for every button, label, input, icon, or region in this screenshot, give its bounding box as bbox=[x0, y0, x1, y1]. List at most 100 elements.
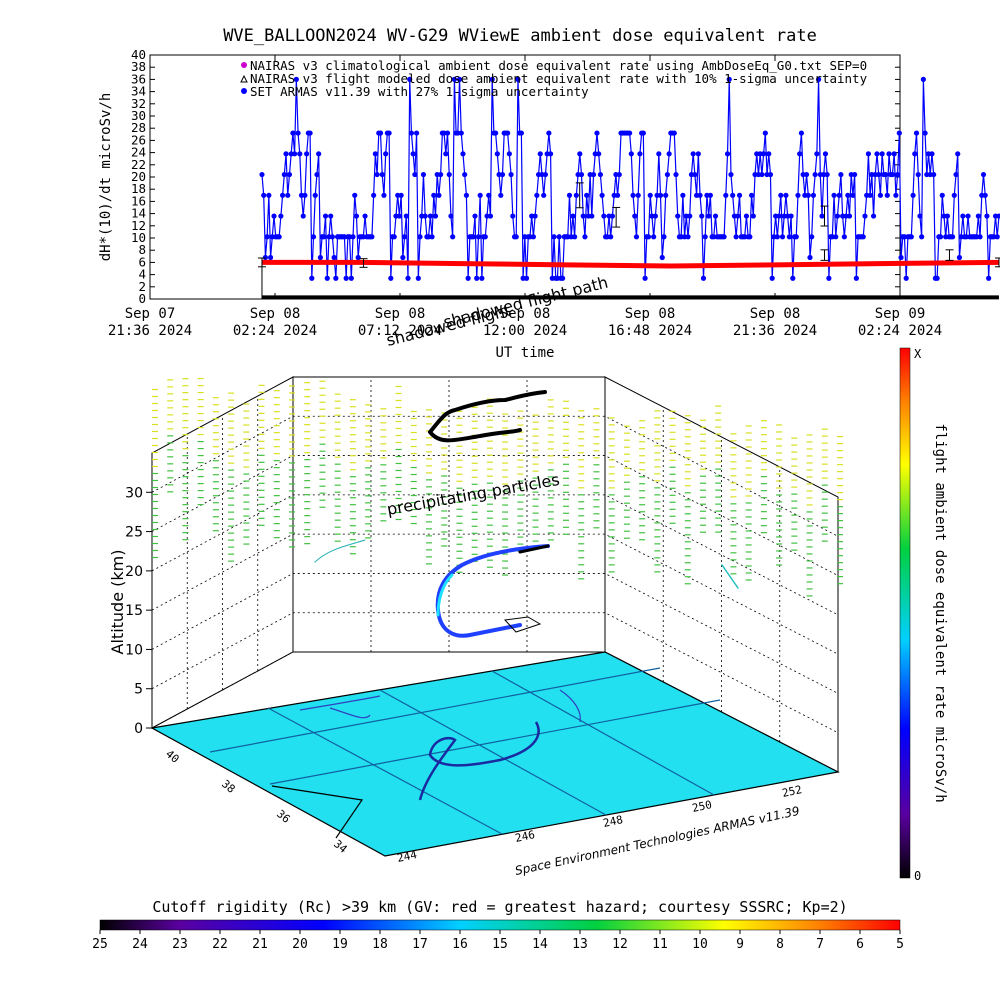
y-tick-label: 14 bbox=[131, 206, 146, 221]
map-region-outline bbox=[271, 785, 364, 839]
armas-point bbox=[420, 171, 427, 178]
top-y-label: dH*(10)/dt microSv/h bbox=[98, 93, 114, 262]
armas-point bbox=[577, 151, 583, 157]
armas-point bbox=[518, 130, 524, 136]
armas-point bbox=[401, 234, 408, 240]
armas-point bbox=[451, 76, 457, 82]
armas-point bbox=[444, 130, 451, 136]
armas-point bbox=[353, 213, 360, 219]
armas-point bbox=[743, 213, 750, 219]
armas-point bbox=[664, 171, 671, 178]
armas-point bbox=[876, 171, 882, 178]
armas-point bbox=[276, 234, 282, 240]
flight-track-float bbox=[428, 390, 547, 443]
armas-point bbox=[551, 234, 557, 240]
bottom-colorbar-label: Cutoff rigidity (Rc) >39 km (GV: red = g… bbox=[152, 898, 847, 916]
floor-grid-line bbox=[267, 707, 503, 835]
y-tick-label: 4 bbox=[138, 267, 146, 282]
armas-point bbox=[836, 192, 842, 198]
bottom-colorbar-tick-label: 6 bbox=[856, 937, 864, 952]
armas-point bbox=[391, 234, 397, 240]
contour-line bbox=[299, 695, 381, 711]
armas-point bbox=[798, 130, 804, 136]
armas-point bbox=[728, 171, 734, 178]
bottom-colorbar-tick-label: 17 bbox=[412, 937, 428, 952]
armas-point bbox=[609, 213, 616, 219]
y-tick-label: 26 bbox=[131, 132, 146, 147]
bottom-colorbar-tick-label: 24 bbox=[132, 937, 148, 952]
armas-point bbox=[699, 213, 705, 219]
armas-point bbox=[886, 151, 892, 157]
armas-point bbox=[281, 171, 287, 178]
armas-point bbox=[707, 192, 713, 198]
armas-point bbox=[659, 254, 665, 261]
armas-point bbox=[895, 171, 901, 178]
armas-point bbox=[822, 151, 829, 157]
bottom-colorbar-tick-label: 20 bbox=[292, 937, 308, 952]
armas-point bbox=[666, 151, 672, 157]
armas-point bbox=[578, 171, 585, 178]
armas-point bbox=[608, 234, 614, 240]
armas-line bbox=[261, 79, 1000, 279]
wall-grid bbox=[151, 377, 839, 773]
floor-grid-line bbox=[491, 670, 715, 796]
altitude-tick-label: 25 bbox=[125, 525, 143, 541]
armas-point bbox=[994, 234, 1000, 240]
bottom-colorbar-tick-label: 13 bbox=[572, 937, 588, 952]
armas-point bbox=[513, 234, 519, 240]
armas-point bbox=[917, 213, 923, 219]
armas-point bbox=[975, 213, 981, 219]
armas-point bbox=[570, 213, 576, 219]
armas-point bbox=[386, 130, 392, 136]
right-colorbar-max-label: X bbox=[914, 347, 922, 361]
armas-point bbox=[809, 234, 815, 240]
armas-point bbox=[663, 192, 669, 198]
armas-point bbox=[774, 234, 780, 240]
armas-point bbox=[982, 192, 988, 198]
armas-point bbox=[750, 213, 756, 219]
altitude-label: Altitude (km) bbox=[108, 550, 127, 655]
armas-point bbox=[278, 213, 284, 219]
armas-point bbox=[438, 171, 444, 178]
lon-tick: 244 bbox=[396, 848, 419, 865]
armas-point bbox=[482, 234, 488, 240]
armas-point bbox=[590, 171, 597, 178]
bottom-colorbar-ticks: 25 24 23 22 21 20 19 18 17 16 15 14 13 12 11 10 9 8 7 6 5 bbox=[92, 930, 904, 952]
armas-point bbox=[769, 275, 775, 281]
armas-point bbox=[597, 171, 604, 178]
armas-point bbox=[797, 151, 803, 157]
legend-item-flight: NAIRAS v3 flight modeled dose ambient eq… bbox=[250, 71, 868, 86]
armas-point bbox=[937, 234, 944, 240]
armas-point bbox=[637, 151, 643, 157]
armas-point bbox=[279, 192, 286, 198]
armas-point bbox=[546, 130, 552, 136]
armas-point bbox=[413, 130, 420, 136]
y-tick-label: 18 bbox=[131, 181, 146, 196]
lon-tick: 246 bbox=[514, 828, 536, 845]
armas-point bbox=[867, 192, 873, 198]
armas-point bbox=[912, 151, 918, 157]
armas-point bbox=[635, 192, 641, 198]
armas-point bbox=[309, 275, 315, 281]
armas-point bbox=[616, 171, 622, 178]
armas-point bbox=[465, 275, 471, 281]
right-colorbar-min-label: 0 bbox=[914, 869, 921, 883]
floor-grid-line bbox=[209, 667, 661, 753]
contour-line bbox=[329, 707, 371, 719]
armas-point bbox=[845, 192, 851, 198]
armas-point bbox=[429, 234, 435, 240]
armas-point bbox=[580, 213, 586, 219]
armas-point bbox=[302, 192, 308, 198]
bottom-colorbar-gradient bbox=[99, 919, 901, 931]
armas-point bbox=[776, 213, 782, 219]
top-x-label: UT time bbox=[495, 345, 554, 361]
armas-point bbox=[833, 234, 839, 240]
bottom-colorbar-tick-label: 18 bbox=[372, 937, 388, 952]
armas-point bbox=[853, 275, 859, 281]
armas-point bbox=[614, 192, 621, 198]
armas-point bbox=[692, 171, 698, 178]
armas-point bbox=[479, 275, 485, 281]
armas-point bbox=[815, 76, 822, 82]
armas-point bbox=[695, 151, 701, 157]
